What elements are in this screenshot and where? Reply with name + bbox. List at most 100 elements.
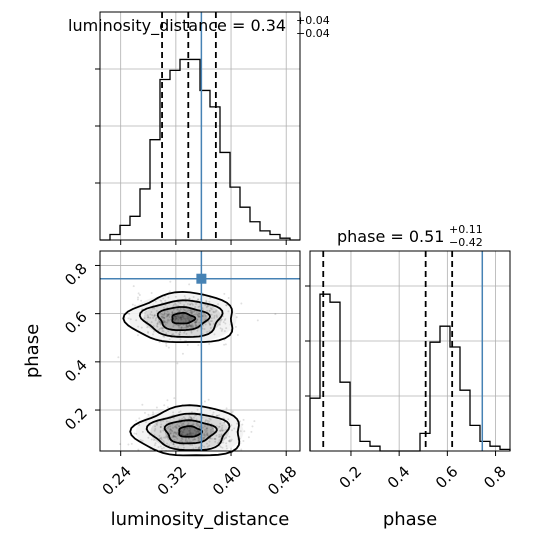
joint-sample-point [230,439,233,442]
joint-sample-point [219,429,222,432]
joint-sample-point [203,312,206,315]
joint-sample-point [208,343,211,346]
joint-sample-point [155,423,158,426]
joint-sample-point [219,429,222,432]
joint-sample-point [188,415,191,418]
joint-sample-point [195,433,198,436]
joint-sample-point [163,321,166,324]
joint-sample-point [176,423,179,426]
joint-sample-point [154,442,157,445]
joint-sample-point [189,324,192,327]
joint-sample-point [217,303,220,306]
joint-sample-point [188,297,191,300]
panel-phase-hist [309,250,511,452]
joint-sample-point [158,327,161,330]
joint-sample-point [179,308,182,311]
joint-sample-point [163,312,166,315]
joint-sample-point [159,437,162,440]
joint-sample-point [188,432,191,435]
joint-sample-point [165,315,168,318]
joint-sample-point [179,331,182,334]
joint-sample-point [190,302,193,305]
joint-sample-point [180,316,183,319]
joint-sample-point [166,436,169,439]
joint-sample-point [153,314,156,317]
joint-sample-point [214,437,217,440]
joint-sample-point [179,302,182,305]
joint-sample-point [165,332,168,335]
joint-sample-point [208,310,211,313]
joint-sample-point [181,352,184,355]
joint-sample-point [186,433,189,436]
joint-sample-point [209,430,212,433]
joint-sample-point [189,433,192,436]
joint-sample-point [147,316,150,319]
joint-sample-point [168,338,171,341]
joint-sample-point [157,329,160,332]
joint-sample-point [183,452,185,454]
joint-sample-point [188,429,191,432]
joint-sample-point [203,428,206,431]
joint-sample-point [228,440,231,443]
joint-sample-point [153,314,156,317]
joint-sample-point [197,436,200,439]
joint-sample-point [205,306,208,309]
joint-sample-point [183,326,186,329]
joint-sample-point [182,431,185,434]
joint-sample-point [151,307,154,310]
joint-sample-point [201,426,204,429]
y-tick-label-phase: 0.2 [61,404,91,434]
joint-sample-point [215,414,218,417]
joint-sample-point [156,324,159,327]
joint-sample-point [227,310,230,313]
joint-sample-point [181,326,184,329]
joint-sample-point [209,326,212,329]
joint-sample-point [172,325,175,328]
phase-title-sup: +0.11 [449,223,483,236]
joint-sample-point [143,411,146,414]
joint-sample-point [215,414,218,417]
joint-sample-point [182,446,185,449]
joint-sample-point [209,429,212,432]
joint-sample-point [164,435,167,438]
joint-sample-point [192,439,195,442]
joint-sample-point [220,433,223,436]
joint-sample-point [242,418,245,421]
joint-sample-point [152,330,155,333]
joint-sample-point [161,317,164,320]
joint-sample-point [189,311,192,314]
joint-sample-point [177,446,180,449]
joint-sample-point [190,417,193,420]
joint-sample-point [167,313,170,316]
joint-sample-point [208,309,211,312]
joint-sample-point [173,315,176,318]
joint-sample-point [206,451,208,453]
joint-sample-point [156,322,159,325]
joint-sample-point [184,297,187,300]
joint-sample-point [189,309,192,312]
joint-sample-point [192,416,195,419]
joint-sample-point [167,437,170,440]
joint-sample-point [185,324,188,327]
joint-sample-point [132,285,135,288]
joint-sample-point [192,423,195,426]
joint-sample-point [178,326,181,329]
joint-sample-point [189,443,192,446]
joint-sample-point [189,431,192,434]
joint-sample-point [168,315,171,318]
joint-sample-point [161,313,164,316]
joint-sample-point [166,321,169,324]
joint-sample-point [189,416,192,419]
joint-sample-point [204,304,207,307]
joint-sample-point [225,304,228,307]
joint-sample-point [194,414,197,417]
joint-sample-point [198,315,201,318]
joint-sample-point [239,430,242,433]
joint-sample-point [223,343,226,346]
joint-sample-point [150,438,153,441]
joint-sample-point [212,426,215,429]
joint-sample-point [175,317,178,320]
joint-sample-point [154,428,157,431]
joint-sample-point [151,314,154,317]
joint-sample-point [240,448,243,451]
